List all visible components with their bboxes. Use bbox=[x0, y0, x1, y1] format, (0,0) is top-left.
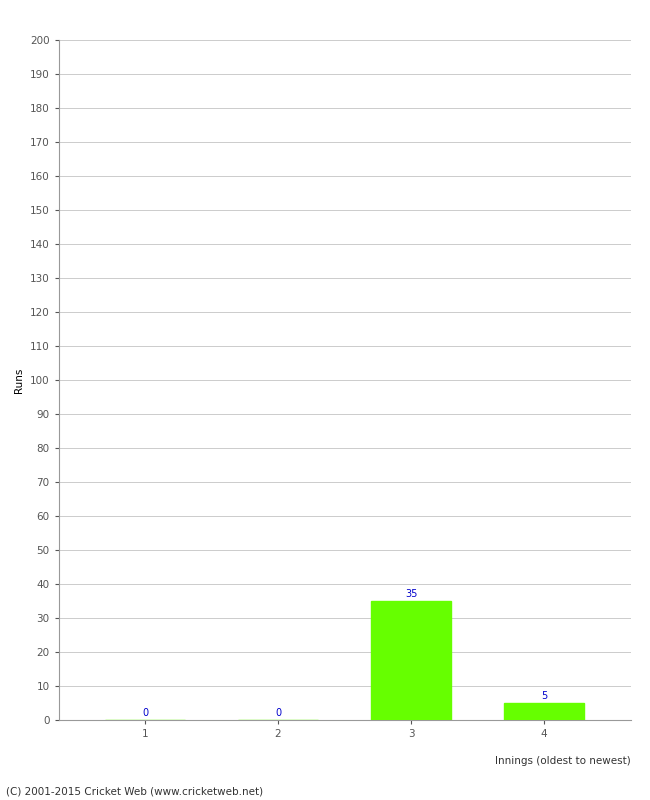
Y-axis label: Runs: Runs bbox=[14, 367, 24, 393]
Text: 5: 5 bbox=[541, 691, 547, 702]
Bar bbox=[371, 601, 451, 720]
Text: 0: 0 bbox=[142, 708, 148, 718]
Text: (C) 2001-2015 Cricket Web (www.cricketweb.net): (C) 2001-2015 Cricket Web (www.cricketwe… bbox=[6, 786, 264, 796]
Text: Innings (oldest to newest): Innings (oldest to newest) bbox=[495, 756, 630, 766]
Text: 0: 0 bbox=[275, 708, 281, 718]
Bar bbox=[504, 703, 584, 720]
Text: 35: 35 bbox=[405, 590, 417, 599]
